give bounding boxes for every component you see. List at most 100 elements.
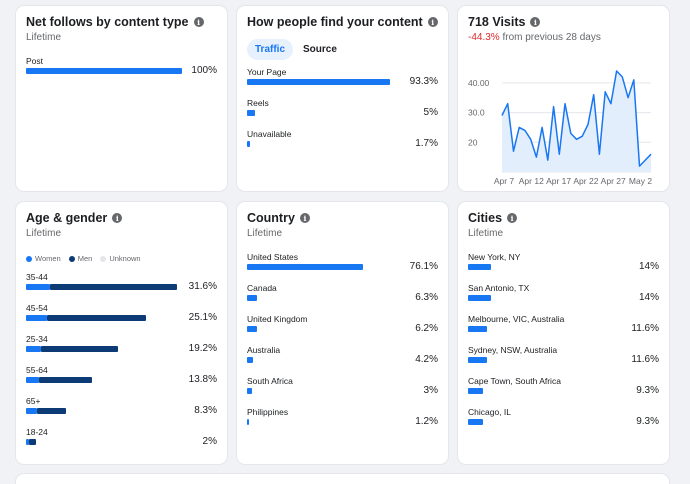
country-bar-track [247,419,400,425]
find-content-card: How people find your content i Traffic S… [237,6,448,191]
visits-change-suffix: from previous 28 days [502,32,601,43]
age-row: 65+ 8.3% [26,396,217,420]
women-bar [26,315,47,321]
city-label: Chicago, IL [468,407,511,417]
visits-card: 718 Visits i -44.3% from previous 28 day… [458,6,669,191]
info-icon[interactable]: i [193,17,204,27]
age-percent: 8.3% [194,405,217,416]
info-icon[interactable]: i [112,213,123,223]
age-row: 35-44 31.6% [26,272,217,296]
country-percent: 1.2% [415,416,438,427]
legend-label: Unknown [109,254,141,263]
find-content-bar-track [247,141,400,147]
age-bar-track [26,439,186,445]
city-bar-track [468,419,631,425]
age-bar-track [26,284,186,290]
age-percent: 25.1% [188,312,217,323]
city-row: New York, NY 14% [468,252,659,276]
country-label: United States [247,252,299,262]
age-label: 45-54 [26,303,48,313]
net-follows-label: Post [26,56,44,66]
net-follows-subtitle: Lifetime [26,32,62,43]
city-label: San Antonio, TX [468,283,530,293]
find-content-percent: 93.3% [409,76,438,87]
country-row: Australia 4.2% [247,345,438,369]
x-tick-label: Apr 17 [546,176,571,186]
city-label: Cape Town, South Africa [468,376,561,386]
net-follows-bar-track [26,68,182,74]
find-content-row: Unavailable 1.7% [247,129,438,153]
find-content-label: Your Page [247,67,287,77]
x-tick-label: May 2 [629,176,652,186]
y-tick-label: 40.00 [468,78,490,88]
country-bar-track [247,357,400,363]
legend-swatch [68,255,75,262]
info-icon[interactable]: i [299,213,310,223]
info-icon[interactable]: i [427,17,438,27]
men-bar [47,315,146,321]
city-percent: 14% [638,261,659,272]
country-bar [247,388,252,394]
country-percent: 6.3% [415,292,438,303]
age-label: 35-44 [26,272,48,282]
country-label: Canada [247,283,277,293]
age-gender-title: Age & gender [26,211,108,225]
country-bar [247,419,249,425]
country-label: South Africa [247,376,293,386]
city-bar-track [468,326,631,332]
country-percent: 4.2% [415,354,438,365]
visits-title-wrap: 718 Visits i [468,15,541,29]
city-bar [468,388,484,394]
find-content-bar [247,110,255,116]
age-gender-card: Age & gender i Lifetime Women Men Unknown … [16,202,227,464]
net-follows-title-wrap: Net follows by content type i [26,15,204,29]
city-bar [468,326,487,332]
age-bar-track [26,408,186,414]
women-bar [26,377,39,383]
city-percent: 11.6% [631,354,659,365]
legend-label: Women [35,254,61,263]
visits-line [501,70,652,167]
visits-change-row: -44.3% from previous 28 days [468,32,601,43]
find-content-label: Reels [247,98,269,108]
age-row: 25-34 19.2% [26,334,217,358]
city-row: Sydney, NSW, Australia 11.6% [468,345,659,369]
country-row: Philippines 1.2% [247,407,438,431]
x-tick-label: Apr 12 [519,176,544,186]
city-percent: 14% [638,292,659,303]
net-follows-row: Post 100% [26,56,217,80]
age-row: 18-24 2% [26,427,217,451]
find-content-row: Your Page 93.3% [247,67,438,91]
net-follows-title: Net follows by content type [26,15,189,29]
country-card: Country i Lifetime United States 76.1% Can… [237,202,448,464]
city-bar [468,264,491,270]
age-percent: 19.2% [188,343,217,354]
age-percent: 2% [202,436,217,447]
net-follows-bar [26,68,182,74]
country-bar-track [247,264,400,270]
city-bar [468,357,487,363]
tab-traffic[interactable]: Traffic [247,39,294,60]
country-bar-track [247,326,400,332]
find-content-title: How people find your content [247,15,423,29]
country-title-wrap: Country i [247,211,310,225]
city-label: Melbourne, VIC, Australia [468,314,565,324]
women-bar [26,439,29,445]
city-bar-track [468,357,631,363]
city-bar-track [468,388,631,394]
city-percent: 9.3% [636,385,659,396]
cities-card: Cities i Lifetime New York, NY 14% San Ant… [458,202,669,464]
next-card [16,474,669,484]
men-bar [37,408,66,414]
net-follows-percent: 100% [191,65,217,76]
info-icon[interactable]: i [530,17,541,27]
country-subtitle: Lifetime [247,228,283,239]
info-icon[interactable]: i [507,213,518,223]
find-content-row: Reels 5% [247,98,438,122]
find-content-bar [247,79,390,85]
age-label: 65+ [26,396,41,406]
country-label: United Kingdom [247,314,308,324]
age-row: 45-54 25.1% [26,303,217,327]
tab-source[interactable]: Source [303,44,337,55]
country-label: Philippines [247,407,289,417]
